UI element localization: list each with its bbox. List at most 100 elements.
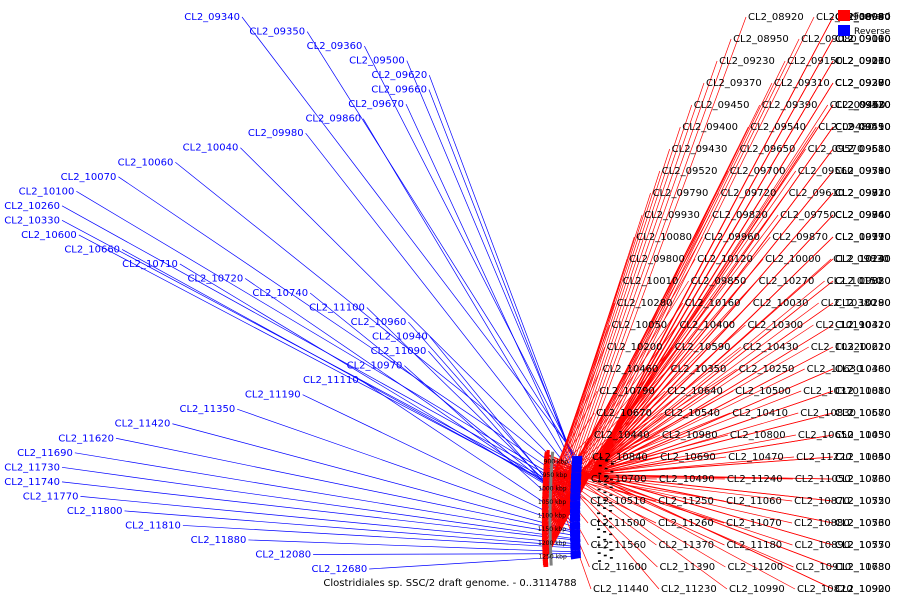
forward-gene-label: CL2_10450 bbox=[835, 430, 891, 441]
forward-gene-label: CL2_10700 bbox=[591, 474, 647, 485]
forward-gene-label: CL2_10440 bbox=[594, 430, 650, 441]
forward-gene-label: CL2_09530 bbox=[835, 100, 891, 111]
forward-gene-label: CL2_09960 bbox=[704, 232, 760, 243]
forward-gene-label: CL2_10470 bbox=[728, 452, 784, 463]
forward-gene-label: CL2_11050 bbox=[795, 474, 851, 485]
forward-gene-label: CL2_10490 bbox=[659, 474, 715, 485]
reverse-leader-line bbox=[369, 555, 576, 570]
forward-gene-label: CL2_10360 bbox=[835, 364, 891, 375]
forward-gene-label: CL2_11030 bbox=[835, 430, 891, 441]
forward-gene-label: CL2_11200 bbox=[727, 562, 783, 573]
forward-gene-label: CL2_11230 bbox=[661, 584, 717, 595]
gene-feature-arrows bbox=[542, 449, 615, 568]
reverse-leader-line bbox=[179, 263, 576, 503]
reverse-gene-arrow bbox=[570, 473, 582, 479]
reverse-gene-label: CL2_10720 bbox=[187, 273, 243, 284]
reverse-leader-line bbox=[313, 553, 576, 555]
reverse-leader-line bbox=[237, 408, 576, 528]
forward-gene-label: CL2_09370 bbox=[706, 78, 762, 89]
reverse-gene-arrow bbox=[570, 541, 581, 548]
forward-gene-label: CL2_10840 bbox=[592, 452, 648, 463]
reverse-leader-line bbox=[244, 278, 576, 505]
reverse-gene-label: CL2_11740 bbox=[4, 477, 60, 488]
forward-gene-label: CL2_10550 bbox=[835, 540, 891, 551]
forward-gene-label: CL2_09840 bbox=[835, 210, 891, 221]
forward-gene-label: CL2_10770 bbox=[835, 540, 891, 551]
genome-backbone-arc bbox=[548, 451, 555, 566]
reverse-gene-label: CL2_12080 bbox=[255, 549, 311, 560]
forward-gene-label: CL2_09510 bbox=[835, 144, 891, 155]
reverse-gene-label: CL2_11350 bbox=[179, 404, 235, 415]
reverse-gene-arrow bbox=[570, 481, 581, 486]
reverse-gene-label: CL2_10960 bbox=[351, 317, 407, 328]
forward-gene-label: CL2_10240 bbox=[835, 254, 891, 265]
forward-gene-label: CL2_10650 bbox=[798, 430, 854, 441]
reverse-gene-label: CL2_09670 bbox=[348, 99, 404, 110]
forward-gene-label: CL2_10250 bbox=[739, 364, 795, 375]
forward-gene-label: CL2_10310 bbox=[835, 320, 891, 331]
forward-gene-label: CL2_10540 bbox=[664, 408, 720, 419]
reverse-gene-arrow bbox=[570, 492, 581, 498]
forward-gene-label: CL2_09000 bbox=[835, 34, 891, 45]
reverse-gene-label: CL2_11110 bbox=[303, 375, 359, 386]
forward-leader-line bbox=[544, 453, 796, 590]
kbp-scale-ticks: 900 kbp 950 kbp 1000 kbp 1050 kbp 1100 kbp 11… bbox=[538, 458, 568, 560]
forward-gene-label: CL2_09850 bbox=[691, 276, 747, 287]
reverse-leader-line bbox=[61, 466, 576, 540]
reverse-gene-label: CL2_10100 bbox=[19, 186, 75, 197]
reverse-gene-label: CL2_10040 bbox=[183, 143, 239, 154]
reverse-gene-label: CL2_10260 bbox=[4, 201, 60, 212]
forward-gene-label: CL2_09770 bbox=[835, 232, 891, 243]
forward-gene-label: CL2_09390 bbox=[762, 100, 818, 111]
forward-gene-label: CL2_10050 bbox=[611, 320, 667, 331]
forward-gene-label: CL2_09610 bbox=[789, 188, 845, 199]
forward-gene-label: CL2_09190 bbox=[835, 34, 891, 45]
forward-gene-label: CL2_10000 bbox=[765, 254, 821, 265]
legend: Forward Reverse bbox=[838, 10, 891, 37]
forward-gene-label: CL2_10590 bbox=[675, 342, 731, 353]
forward-gene-label: CL2_10460 bbox=[603, 364, 659, 375]
forward-gene-label: CL2_09990 bbox=[835, 232, 891, 243]
forward-gene-label: CL2_09800 bbox=[629, 254, 685, 265]
forward-gene-label: CL2_10670 bbox=[596, 408, 652, 419]
reverse-gene-arrow bbox=[569, 502, 581, 507]
reverse-gene-label: CL2_11770 bbox=[23, 491, 79, 502]
reverse-gene-arrow bbox=[569, 523, 581, 529]
forward-gene-label: CL2_09320 bbox=[835, 100, 891, 111]
forward-gene-label: CL2_11260 bbox=[658, 518, 714, 529]
reverse-leader-line bbox=[124, 510, 576, 547]
forward-gene-label: CL2_10370 bbox=[803, 386, 859, 397]
forward-gene-label: CL2_10630 bbox=[807, 364, 863, 375]
forward-gene-label: CL2_10500 bbox=[735, 386, 791, 397]
reverse-leader-line bbox=[360, 379, 576, 524]
reverse-leader-line bbox=[61, 205, 576, 491]
forward-gene-label: CL2_09650 bbox=[740, 144, 796, 155]
forward-gene-label: CL2_09830 bbox=[833, 254, 889, 265]
reverse-leader-line bbox=[76, 191, 576, 490]
forward-gene-label: CL2_10020 bbox=[835, 276, 891, 287]
forward-gene-label: CL2_10430 bbox=[743, 342, 799, 353]
reverse-leader-line bbox=[182, 525, 576, 549]
forward-gene-labels: CL2_08920CL2_08930CL2_08980CL2_08940CL2_… bbox=[590, 12, 891, 595]
forward-gene-label: CL2_10800 bbox=[730, 430, 786, 441]
reverse-gene-label: CL2_10330 bbox=[4, 215, 60, 226]
kbp-tick-label: 1200 kbp bbox=[538, 540, 566, 547]
forward-gene-label: CL2_09200 bbox=[835, 78, 891, 89]
reverse-gene-arrow bbox=[570, 496, 581, 502]
reverse-leader-line bbox=[428, 74, 577, 469]
forward-gene-label: CL2_10640 bbox=[667, 386, 723, 397]
legend-reverse-swatch bbox=[838, 25, 850, 36]
forward-gene-label: CL2_09080 bbox=[801, 34, 857, 45]
forward-gene-label: CL2_10160 bbox=[685, 298, 741, 309]
forward-gene-label: CL2_10870 bbox=[794, 496, 850, 507]
forward-gene-label: CL2_10380 bbox=[821, 298, 877, 309]
reverse-gene-label: CL2_11190 bbox=[245, 390, 301, 401]
forward-gene-label: CL2_09780 bbox=[835, 166, 891, 177]
forward-gene-label: CL2_10820 bbox=[797, 584, 853, 595]
forward-gene-label: CL2_09210 bbox=[835, 56, 891, 67]
reverse-leader-line bbox=[306, 31, 578, 461]
legend-forward-label: Forward bbox=[854, 12, 890, 22]
forward-gene-label: CL2_09490 bbox=[835, 122, 891, 133]
forward-gene-label: CL2_11060 bbox=[726, 496, 782, 507]
